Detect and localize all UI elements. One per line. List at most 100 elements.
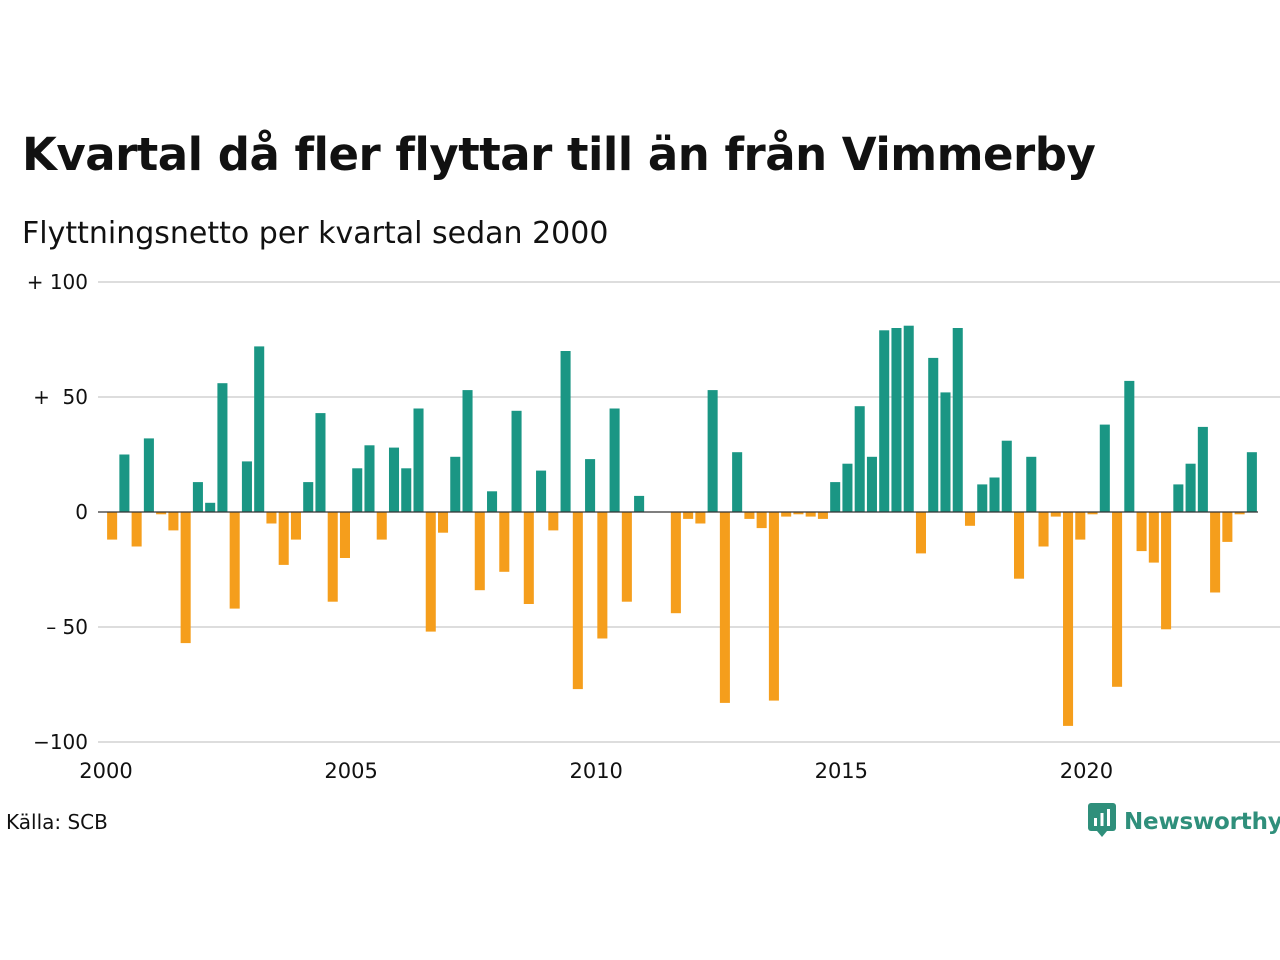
bar xyxy=(903,325,914,512)
bar xyxy=(1197,426,1208,512)
x-axis-ticks: 2000 2005 2010 2015 2020 xyxy=(79,759,1113,783)
bars xyxy=(107,325,1257,726)
bar xyxy=(609,408,620,512)
bar xyxy=(989,477,1000,512)
x-tick-label: 2000 xyxy=(79,759,132,783)
chart-subtitle: Flyttningsnetto per kvartal sedan 2000 xyxy=(22,216,609,251)
bar xyxy=(1124,380,1135,512)
bar xyxy=(487,491,498,512)
x-tick-label: 2020 xyxy=(1060,759,1113,783)
bar xyxy=(891,328,902,512)
bar xyxy=(732,452,743,512)
bar xyxy=(388,447,400,512)
y-axis-ticks: + 100 + 50 0 – 50 −100 xyxy=(27,270,88,754)
bar xyxy=(1161,512,1172,630)
bar xyxy=(781,512,792,517)
newsworthy-logo-icon xyxy=(1088,803,1116,841)
x-tick-label: 2015 xyxy=(815,759,868,783)
bar xyxy=(536,470,547,512)
bar xyxy=(1063,512,1074,726)
bar xyxy=(450,456,461,512)
bar xyxy=(401,468,412,512)
bar xyxy=(793,512,804,515)
bar xyxy=(940,392,951,512)
y-tick-label: −100 xyxy=(33,730,88,754)
bar xyxy=(290,512,301,540)
bar xyxy=(1112,512,1123,687)
bar xyxy=(425,512,436,632)
bar xyxy=(205,502,216,512)
bar xyxy=(1173,484,1184,512)
bar xyxy=(1087,512,1098,515)
bar xyxy=(964,512,976,526)
bar xyxy=(156,512,167,515)
bar xyxy=(952,328,963,512)
brand-name: Newsworthy xyxy=(1124,809,1280,835)
bar xyxy=(327,512,338,602)
bar xyxy=(180,512,191,644)
x-tick-label: 2005 xyxy=(324,759,377,783)
bar xyxy=(1246,452,1257,512)
gridlines xyxy=(98,281,1280,743)
bar xyxy=(438,512,449,533)
bar xyxy=(1148,512,1159,563)
bar xyxy=(266,512,277,524)
bar xyxy=(768,512,779,701)
bar xyxy=(707,390,718,512)
bar xyxy=(229,512,240,609)
bar xyxy=(523,512,534,604)
brand-logo: Newsworthy xyxy=(1088,803,1280,841)
bar xyxy=(1038,512,1049,547)
bar xyxy=(192,482,203,512)
bar xyxy=(352,468,363,512)
bar xyxy=(695,512,706,524)
source-note: Källa: SCB xyxy=(6,810,108,834)
bar xyxy=(376,512,387,540)
bar xyxy=(131,512,142,547)
bar xyxy=(217,383,228,512)
bar xyxy=(1185,463,1196,512)
bar xyxy=(572,512,583,690)
bar xyxy=(817,512,828,519)
bar xyxy=(915,512,926,554)
bar xyxy=(634,495,645,512)
bar xyxy=(928,357,939,512)
bar xyxy=(462,390,473,512)
bar xyxy=(719,512,730,703)
bar xyxy=(560,351,571,512)
bar xyxy=(1050,512,1061,517)
bar xyxy=(143,438,154,512)
bar xyxy=(977,484,988,512)
bar xyxy=(805,512,816,517)
bar xyxy=(756,512,767,529)
bar xyxy=(413,408,424,512)
bar xyxy=(1234,512,1245,515)
bar xyxy=(119,454,130,512)
bar xyxy=(1210,512,1221,593)
bar xyxy=(1001,440,1012,512)
bar xyxy=(254,346,265,512)
bar xyxy=(168,512,179,531)
bar xyxy=(364,445,375,512)
y-tick-label: + 100 xyxy=(27,270,88,294)
y-tick-label: + 50 xyxy=(33,385,88,409)
bar xyxy=(597,512,608,639)
x-tick-label: 2010 xyxy=(569,759,622,783)
y-tick-label: – 50 xyxy=(46,615,88,639)
bar xyxy=(683,512,694,519)
bar xyxy=(621,512,632,602)
bar xyxy=(842,463,853,512)
y-tick-label: 0 xyxy=(75,500,88,524)
bar xyxy=(511,410,522,512)
bar xyxy=(339,512,350,558)
bar xyxy=(303,482,314,512)
bar xyxy=(1014,512,1025,579)
bar xyxy=(830,482,841,512)
bar xyxy=(585,459,596,512)
chart-title: Kvartal då fler flyttar till än från Vim… xyxy=(22,128,1096,181)
bar xyxy=(744,512,755,519)
bar xyxy=(866,456,877,512)
bar-chart: + 100 + 50 0 – 50 −100 2000 2005 2010 2015 2020 xyxy=(27,270,1280,783)
bar xyxy=(315,413,326,512)
bar xyxy=(1222,512,1233,542)
